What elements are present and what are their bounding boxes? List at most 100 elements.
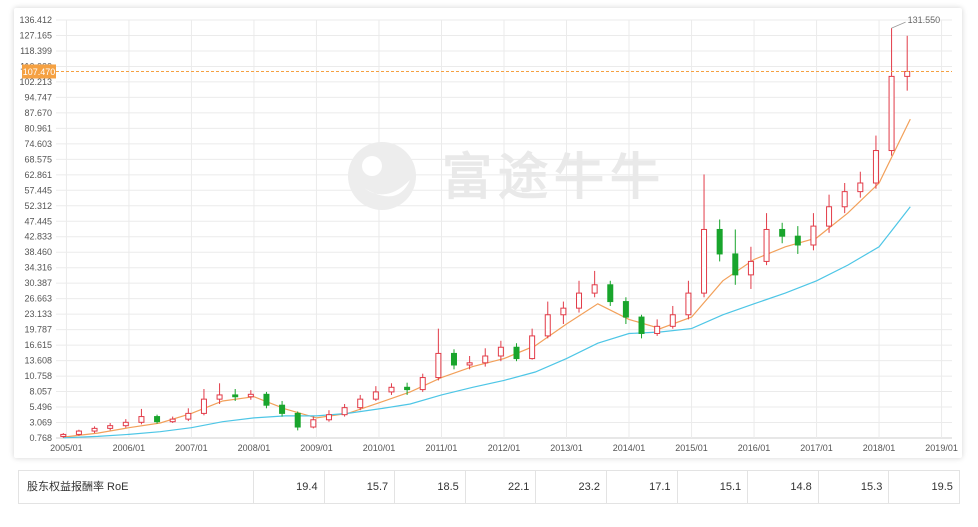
candle[interactable] <box>216 383 223 404</box>
x-tick-label: 2012/01 <box>488 443 521 453</box>
futu-logo-icon <box>348 142 416 210</box>
y-tick-label: 10.758 <box>24 371 52 381</box>
x-tick-label: 2014/01 <box>613 443 646 453</box>
candle-body <box>716 228 723 255</box>
candle[interactable] <box>247 390 254 400</box>
candle-body <box>638 316 645 334</box>
candle[interactable] <box>404 382 411 395</box>
candle-body <box>169 418 176 423</box>
candle[interactable] <box>576 280 583 313</box>
candle[interactable] <box>419 373 426 392</box>
candle[interactable] <box>75 429 82 436</box>
max-leader-line <box>891 21 906 29</box>
candle[interactable] <box>169 416 176 423</box>
candle[interactable] <box>529 328 536 360</box>
candle[interactable] <box>560 301 567 325</box>
candle[interactable] <box>888 28 895 156</box>
candle[interactable] <box>857 171 864 198</box>
y-tick-label: 136.412 <box>19 15 52 25</box>
candle[interactable] <box>513 343 520 362</box>
roe-value: 15.7 <box>325 471 396 503</box>
y-tick-label: 127.165 <box>19 30 52 40</box>
roe-value: 14.8 <box>748 471 819 503</box>
candle[interactable] <box>372 386 379 401</box>
candle-body <box>122 421 129 427</box>
candle-body <box>560 307 567 316</box>
candle-body <box>91 427 98 432</box>
candle[interactable] <box>91 426 98 434</box>
candle[interactable] <box>232 389 239 401</box>
candle-body <box>685 292 692 316</box>
candle[interactable] <box>263 391 270 409</box>
candle[interactable] <box>310 416 317 429</box>
candle[interactable] <box>622 297 629 325</box>
roe-value: 17.1 <box>607 471 678 503</box>
candle[interactable] <box>325 410 332 422</box>
candle[interactable] <box>544 301 551 339</box>
candle[interactable] <box>388 383 395 395</box>
candle-body <box>529 335 536 360</box>
candle[interactable] <box>810 213 817 251</box>
candle-body <box>826 206 833 227</box>
candle[interactable] <box>60 433 67 438</box>
candle[interactable] <box>747 246 754 289</box>
candle[interactable] <box>841 182 848 214</box>
candle[interactable] <box>341 403 348 417</box>
candle-body <box>872 150 879 184</box>
roe-value: 15.3 <box>819 471 890 503</box>
candlestick-chart[interactable]: 富途牛牛 136.412127.165118.399110.000102.213… <box>14 8 962 458</box>
candle[interactable] <box>872 135 879 189</box>
candle[interactable] <box>122 419 129 428</box>
candle[interactable] <box>357 394 364 411</box>
candle-body <box>263 393 270 406</box>
candle[interactable] <box>732 229 739 285</box>
candle[interactable] <box>482 348 489 367</box>
candle[interactable] <box>497 340 504 362</box>
candle[interactable] <box>466 356 473 370</box>
roe-value: 15.1 <box>678 471 749 503</box>
candle[interactable] <box>107 422 114 431</box>
candle-body <box>388 386 395 393</box>
candle[interactable] <box>763 213 770 266</box>
candle[interactable] <box>794 226 801 254</box>
candle[interactable] <box>904 35 911 91</box>
candle-body <box>607 284 614 303</box>
candle-body <box>341 407 348 416</box>
candle[interactable] <box>716 219 723 262</box>
y-tick-label: 23.133 <box>24 309 52 319</box>
y-tick-label: 19.787 <box>24 325 52 335</box>
candles[interactable] <box>60 28 911 438</box>
candle[interactable] <box>450 349 457 370</box>
candle[interactable] <box>138 408 145 425</box>
candle[interactable] <box>200 389 207 416</box>
candle[interactable] <box>638 314 645 339</box>
candle[interactable] <box>154 414 161 424</box>
x-tick-label: 2009/01 <box>300 443 333 453</box>
candle[interactable] <box>779 222 786 244</box>
chart-grid <box>56 19 952 439</box>
moving-average-line <box>63 118 911 438</box>
candle[interactable] <box>826 194 833 233</box>
candle[interactable] <box>185 408 192 422</box>
candle-body <box>732 253 739 276</box>
candle-body <box>216 394 223 400</box>
candle[interactable] <box>669 305 676 329</box>
candle-body <box>576 292 583 309</box>
x-tick-label: 2016/01 <box>738 443 771 453</box>
candle-body <box>747 260 754 276</box>
candle[interactable] <box>435 328 442 381</box>
y-tick-label: 62.861 <box>24 170 52 180</box>
candle[interactable] <box>685 280 692 320</box>
candle[interactable] <box>294 411 301 431</box>
candle[interactable] <box>654 319 661 336</box>
candle[interactable] <box>591 270 598 298</box>
candle[interactable] <box>607 280 614 306</box>
candle-body <box>107 425 114 429</box>
moving-average-lines <box>63 118 911 439</box>
candle[interactable] <box>279 400 286 417</box>
roe-table: 股东权益报酬率 RoE 19.4 15.7 18.5 22.1 23.2 17.… <box>18 470 960 504</box>
moving-average-line <box>63 206 911 439</box>
y-tick-label: 80.961 <box>24 123 52 133</box>
y-tick-label: 0.768 <box>29 433 52 443</box>
candle[interactable] <box>701 174 708 298</box>
